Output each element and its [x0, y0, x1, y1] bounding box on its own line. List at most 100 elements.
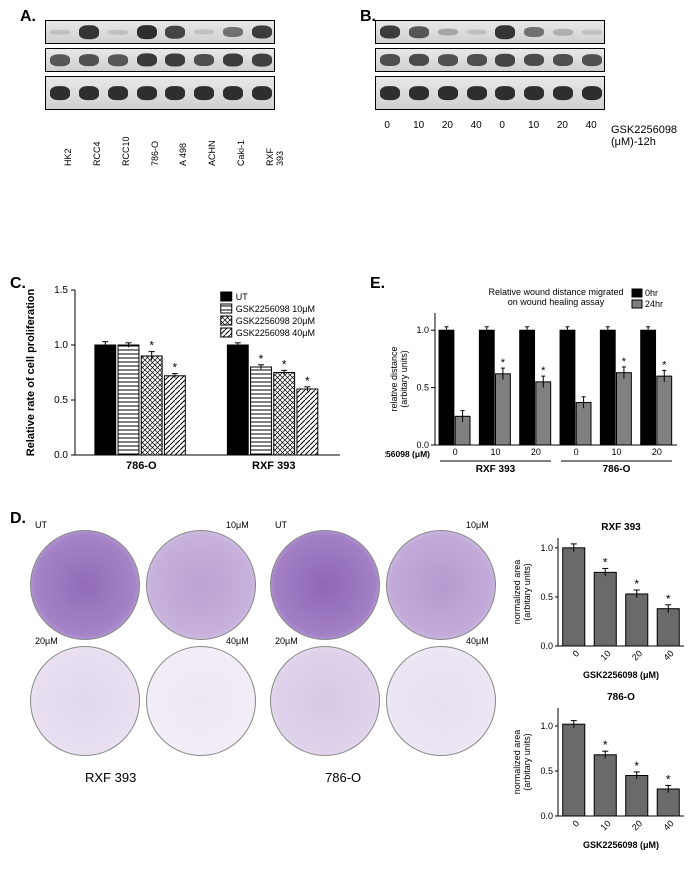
panel-e-chart: 0.00.51.0Relative wound distance migrate… — [385, 285, 685, 485]
svg-text:*: * — [666, 772, 671, 786]
lane-label: 40 — [586, 120, 597, 131]
blot-label: phospho FAK1(Y397) — [604, 23, 605, 44]
svg-text:(arbitary units): (arbitary units) — [399, 350, 409, 408]
bar — [274, 373, 295, 456]
svg-text:20: 20 — [630, 648, 644, 662]
well-label: 20μM — [35, 636, 58, 646]
lanes-caption: GSK2256098(μM)-12h — [611, 124, 677, 148]
svg-text:786-O: 786-O — [607, 692, 635, 703]
culture-well — [386, 530, 496, 640]
lane-label: 20 — [557, 120, 568, 131]
blot-label: FAK1 — [604, 51, 605, 63]
svg-text:0.5: 0.5 — [54, 395, 68, 406]
svg-text:10: 10 — [599, 818, 613, 832]
panel-a-blots: phospho FAK1(Y397)FAK1ActinHK2RCC4RCC107… — [45, 20, 275, 174]
band — [137, 86, 157, 100]
band — [79, 86, 99, 100]
svg-text:786-O: 786-O — [603, 464, 631, 475]
band — [50, 54, 70, 66]
band — [409, 86, 429, 100]
svg-text:RXF 393: RXF 393 — [476, 464, 516, 475]
svg-text:0.0: 0.0 — [54, 450, 68, 461]
lane-label: A 498 — [178, 143, 188, 166]
band — [79, 25, 99, 39]
band — [438, 29, 458, 36]
svg-text:*: * — [173, 361, 178, 375]
svg-text:20: 20 — [652, 447, 662, 457]
svg-text:0.5: 0.5 — [416, 383, 429, 393]
band — [50, 86, 70, 100]
bar — [297, 389, 318, 455]
svg-text:*: * — [149, 339, 154, 353]
band — [50, 30, 70, 35]
blot-row: FAK1 — [375, 48, 605, 72]
band — [553, 86, 573, 100]
blot-row: Actin — [45, 76, 275, 110]
band — [252, 86, 272, 100]
culture-well — [270, 646, 380, 756]
well-label: 40μM — [226, 636, 249, 646]
svg-text:on wound healing assay: on wound healing assay — [508, 297, 605, 307]
bar — [118, 345, 139, 455]
svg-text:40: 40 — [662, 648, 676, 662]
band — [165, 86, 185, 100]
band — [582, 54, 602, 66]
band — [137, 25, 157, 39]
band — [495, 54, 515, 67]
bar — [227, 345, 248, 455]
well-label: UT — [275, 520, 287, 530]
band — [553, 54, 573, 66]
culture-well — [386, 646, 496, 756]
well-label: 10μM — [226, 520, 249, 530]
blot-row: phospho FAK1(Y397) — [375, 20, 605, 44]
svg-text:(arbitary units): (arbitary units) — [522, 563, 532, 621]
svg-text:Relative wound distance migrat: Relative wound distance migrated — [488, 287, 623, 297]
band — [467, 54, 487, 66]
band — [223, 27, 243, 37]
culture-well — [30, 530, 140, 640]
svg-text:*: * — [305, 374, 310, 388]
svg-text:GSK2256098 10μM: GSK2256098 10μM — [236, 304, 315, 314]
panel-d-barchart: 0.00.51.0RXF 393normalized area(arbitary… — [510, 520, 690, 680]
band — [79, 54, 99, 66]
lane-label: 20 — [442, 120, 453, 131]
band — [108, 86, 128, 100]
svg-text:normalized area: normalized area — [512, 560, 522, 625]
svg-text:0.0: 0.0 — [540, 641, 553, 651]
bar — [141, 356, 162, 455]
band — [380, 86, 400, 100]
well-label: 10μM — [466, 520, 489, 530]
band — [380, 26, 400, 39]
svg-text:0.0: 0.0 — [540, 811, 553, 821]
lane-label: 40 — [471, 120, 482, 131]
band — [194, 86, 214, 100]
band — [252, 54, 272, 67]
band — [582, 30, 602, 35]
bar — [251, 367, 272, 455]
band — [252, 26, 272, 39]
blot-label: FAK1 — [274, 51, 275, 63]
panel-d-charts: 0.00.51.0RXF 393normalized area(arbitary… — [510, 520, 690, 860]
svg-text:786-O: 786-O — [126, 460, 157, 472]
panel-e-label: E. — [370, 275, 385, 293]
svg-text:20: 20 — [531, 447, 541, 457]
svg-text:0: 0 — [574, 447, 579, 457]
band — [438, 86, 458, 100]
band — [495, 86, 515, 100]
svg-text:UT: UT — [236, 292, 248, 302]
band — [467, 86, 487, 100]
band — [467, 30, 487, 35]
panel-d-wells: UT10μM20μM40μMRXF 393UT10μM20μM40μM786-O — [30, 530, 500, 850]
svg-text:normalized area: normalized area — [512, 730, 522, 795]
panel-b-label: B. — [360, 8, 376, 26]
svg-text:*: * — [634, 759, 639, 773]
blot-row: phospho FAK1(Y397) — [45, 20, 275, 44]
svg-text:*: * — [501, 357, 506, 369]
well-label: UT — [35, 520, 47, 530]
panel-b-blots: phospho FAK1(Y397)FAK1Actin0102040010204… — [375, 20, 605, 174]
well-set-name: RXF 393 — [85, 770, 136, 785]
lane-label: RCC4 — [92, 141, 102, 166]
svg-text:0: 0 — [571, 818, 582, 829]
lane-label: 10 — [528, 120, 539, 131]
svg-text:*: * — [666, 592, 671, 606]
